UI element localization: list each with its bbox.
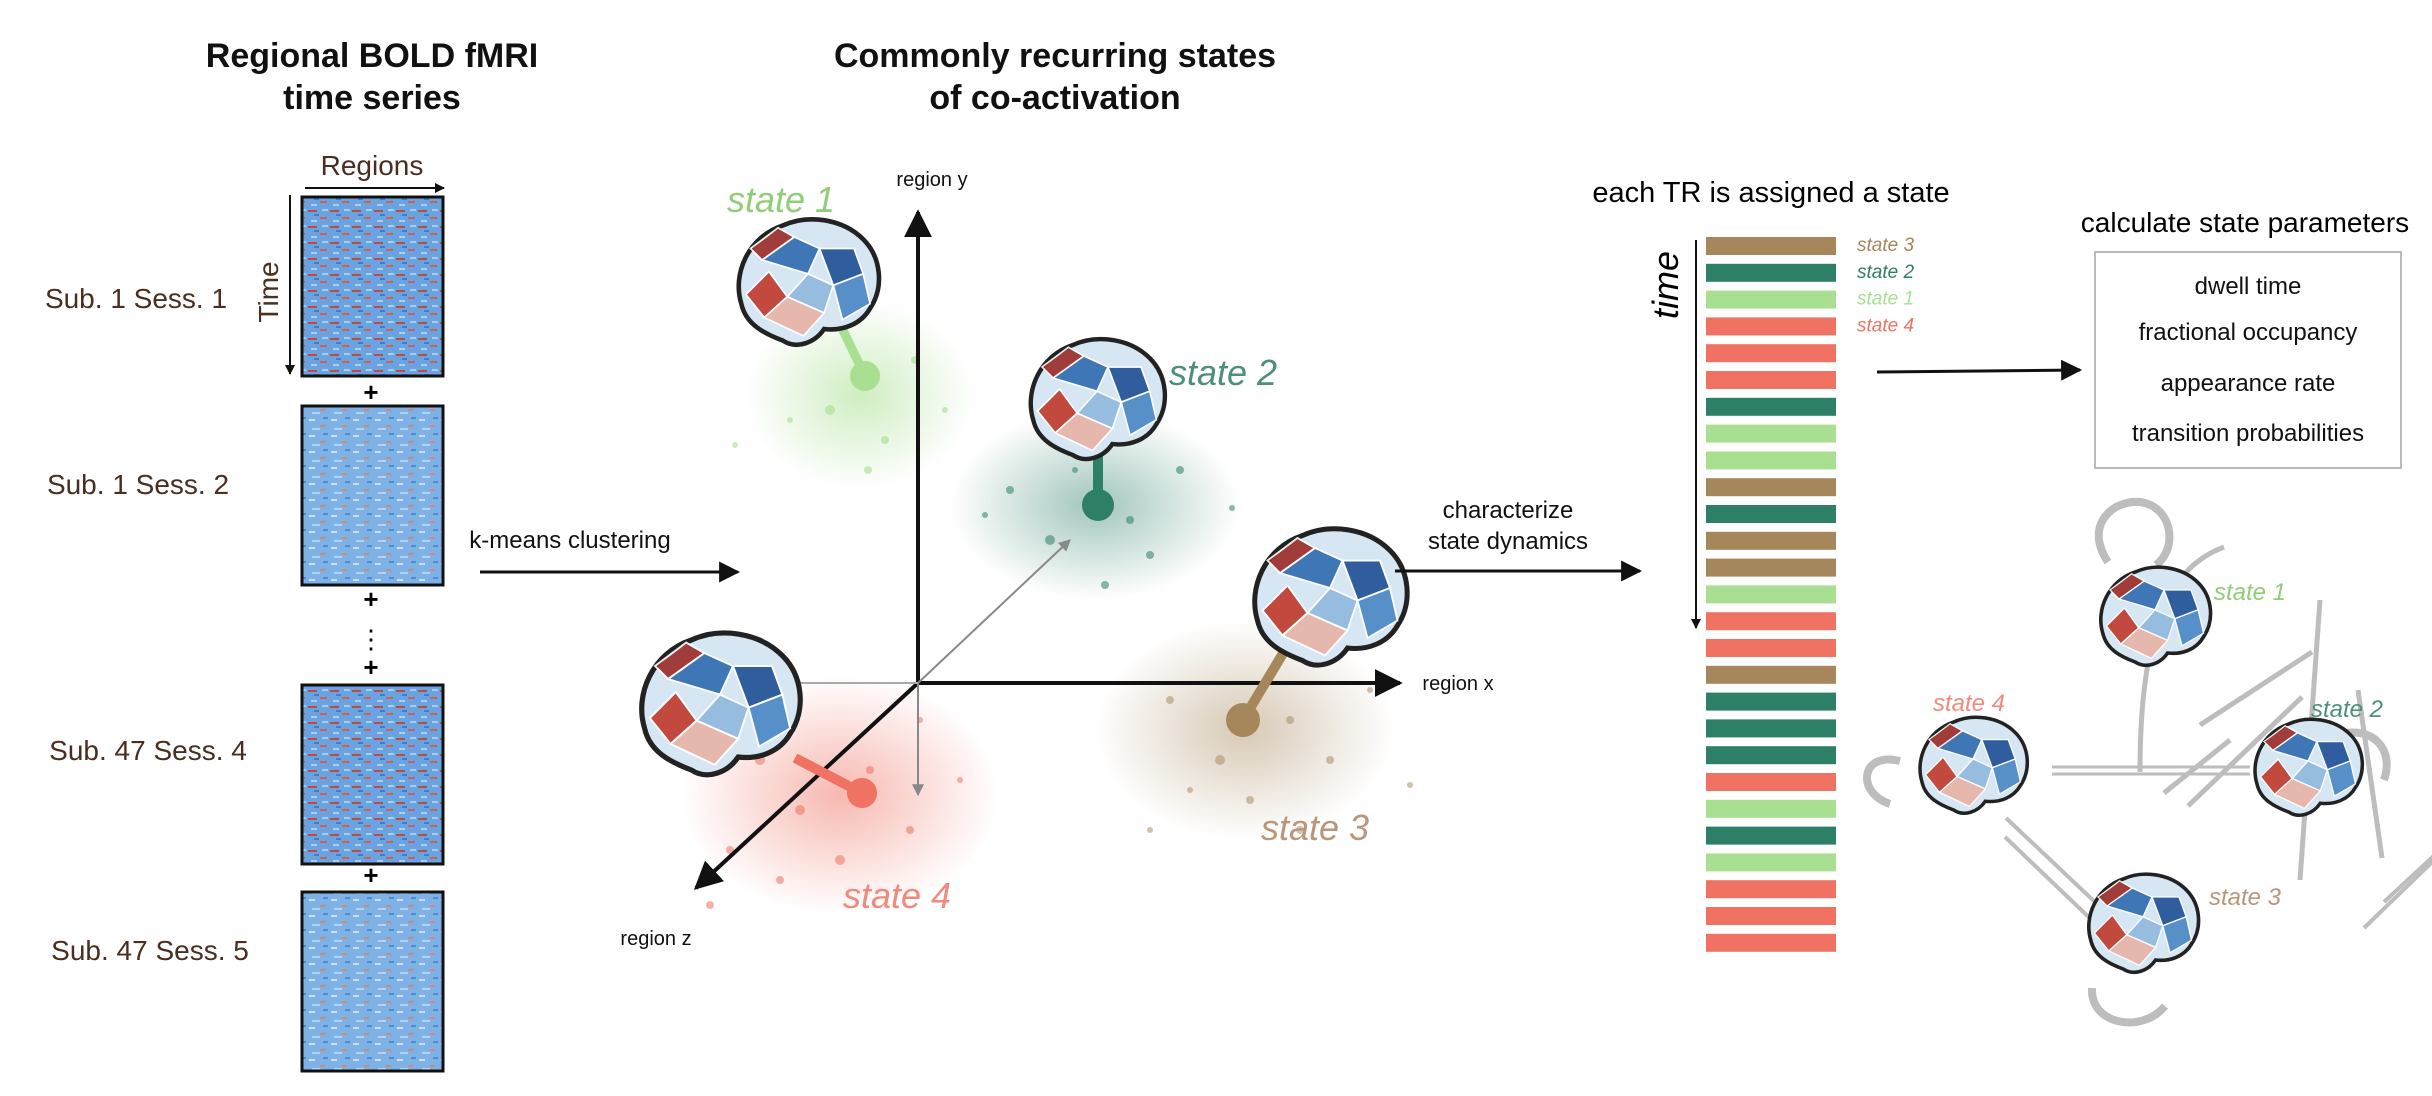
transition-arrow bbox=[2003, 835, 2098, 926]
sequence-bar-state3 bbox=[1706, 558, 1836, 577]
sequence-legend-state1: state 1 bbox=[1857, 289, 1914, 310]
sequence-bar-state3 bbox=[1706, 478, 1836, 497]
transition-node-state1-brain bbox=[2099, 565, 2213, 668]
sequence-bar-state4 bbox=[1706, 933, 1836, 952]
sequence-bar-state3 bbox=[1706, 665, 1836, 684]
parameters-box bbox=[2094, 251, 2402, 469]
ellipsis: ⋮ bbox=[358, 624, 384, 654]
state4-label: state 4 bbox=[843, 875, 951, 916]
transition-arrow bbox=[2362, 859, 2432, 930]
sequence-bar-state2 bbox=[1706, 826, 1836, 845]
regions-axis-label: Regions bbox=[321, 150, 424, 181]
sequence-bar-state3 bbox=[1706, 531, 1836, 550]
plus-sign: + bbox=[363, 377, 378, 407]
axis-y-label: region y bbox=[896, 169, 967, 191]
session-matrix-2 bbox=[300, 404, 445, 587]
sequence-bar-state2 bbox=[1706, 263, 1836, 282]
sequence-legend: state 3 state 2 state 1 state 4 bbox=[1857, 235, 1914, 336]
characterize-label-line1: characterize bbox=[1443, 497, 1574, 524]
left-title-line2: time series bbox=[283, 79, 461, 117]
transition-node-state1-label: state 1 bbox=[2214, 579, 2286, 606]
sequence-legend-state3: state 3 bbox=[1857, 235, 1914, 256]
sequence-bar-state4 bbox=[1706, 639, 1836, 657]
characterize-label-line2: state dynamics bbox=[1428, 528, 1588, 555]
session-matrix-3 bbox=[300, 683, 445, 866]
middle-title-line2: of co-activation bbox=[929, 79, 1180, 117]
transition-node-state4-label: state 4 bbox=[1933, 690, 2005, 717]
kmeans-label: k-means clustering bbox=[469, 527, 670, 554]
sequence-bar-state1 bbox=[1706, 585, 1836, 604]
transition-arrow bbox=[2186, 695, 2304, 808]
middle-title-line1: Commonly recurring states bbox=[834, 37, 1276, 75]
session-matrix-1 bbox=[300, 195, 445, 378]
state2-vector bbox=[917, 539, 1071, 684]
self-loop-state4 bbox=[1863, 755, 1901, 808]
self-loop-state1 bbox=[2094, 497, 2174, 569]
sequence-bar-state2 bbox=[1706, 719, 1836, 738]
state4-marker bbox=[642, 633, 877, 808]
self-loop-state3 bbox=[2087, 987, 2169, 1027]
transition-arrow bbox=[2355, 689, 2385, 859]
sequence-bar-state3 bbox=[1706, 237, 1836, 255]
sequence-bar-state1 bbox=[1706, 853, 1836, 872]
transition-node-state3-brain bbox=[2087, 872, 2201, 975]
sequence-bar-state2 bbox=[1706, 746, 1836, 765]
state1-label: state 1 bbox=[727, 179, 835, 220]
transition-node-state3-label: state 3 bbox=[2209, 884, 2282, 911]
transition-node-state2-brain bbox=[2253, 717, 2365, 817]
sequence-bar-state4 bbox=[1706, 612, 1836, 631]
transition-arrow bbox=[2382, 854, 2432, 904]
parameters-arrow bbox=[1876, 359, 2083, 381]
axis-x-label: region x bbox=[1422, 673, 1493, 695]
sequence-bar-state1 bbox=[1706, 290, 1836, 309]
state3-marker bbox=[1226, 529, 1407, 737]
sequence-bar-state1 bbox=[1706, 424, 1836, 443]
assignment-title: each TR is assigned a state bbox=[1592, 177, 1949, 209]
sequence-bar-state4 bbox=[1706, 371, 1836, 389]
time-label: time bbox=[1645, 251, 1686, 319]
session-label-4: Sub. 47 Sess. 5 bbox=[51, 935, 249, 966]
sequence-bar-state2 bbox=[1706, 505, 1836, 523]
plus-sign: + bbox=[363, 860, 378, 890]
transition-node-state4-brain bbox=[1918, 715, 2030, 815]
sequence-bar-state4 bbox=[1706, 344, 1836, 363]
sequence-bar-state1 bbox=[1706, 451, 1836, 470]
time-axis-label: Time bbox=[253, 261, 284, 322]
sequence-bar-state4 bbox=[1706, 907, 1836, 925]
session-label-3: Sub. 47 Sess. 4 bbox=[49, 735, 247, 766]
sequence-bar-state4 bbox=[1706, 317, 1836, 336]
state2-marker bbox=[1031, 339, 1165, 521]
axis-z bbox=[693, 681, 920, 890]
param-fractional-occupancy: fractional occupancy bbox=[2139, 319, 2358, 346]
sequence-legend-state2: state 2 bbox=[1857, 262, 1914, 283]
sequence-bar-state4 bbox=[1706, 880, 1836, 899]
sequence-legend-state4: state 4 bbox=[1857, 315, 1914, 336]
param-dwell-time: dwell time bbox=[2195, 273, 2302, 300]
sequence-bar-state2 bbox=[1706, 692, 1836, 711]
session-matrix-4 bbox=[300, 890, 445, 1073]
sequence-bar-state2 bbox=[1706, 397, 1836, 416]
param-appearance-rate: appearance rate bbox=[2161, 370, 2336, 397]
transition-node-state2-label: state 2 bbox=[2311, 696, 2383, 723]
parameters-title: calculate state parameters bbox=[2081, 207, 2409, 238]
left-title-line1: Regional BOLD fMRI bbox=[206, 37, 538, 75]
state3-brain-image bbox=[1255, 529, 1407, 665]
plus-sign: + bbox=[363, 652, 378, 682]
param-transition-probabilities: transition probabilities bbox=[2132, 420, 2364, 447]
session-label-1: Sub. 1 Sess. 1 bbox=[45, 283, 227, 314]
axis-z-label: region z bbox=[620, 928, 691, 950]
sequence-bar-state4 bbox=[1706, 773, 1836, 791]
state2-label: state 2 bbox=[1169, 352, 1277, 393]
state-sequence bbox=[1706, 237, 1836, 952]
session-label-2: Sub. 1 Sess. 2 bbox=[47, 469, 229, 500]
state3-label: state 3 bbox=[1261, 807, 1369, 848]
state1-marker bbox=[739, 219, 880, 391]
sequence-bar-state1 bbox=[1706, 799, 1836, 818]
transition-arrow bbox=[2198, 649, 2314, 728]
plus-sign: + bbox=[363, 584, 378, 614]
